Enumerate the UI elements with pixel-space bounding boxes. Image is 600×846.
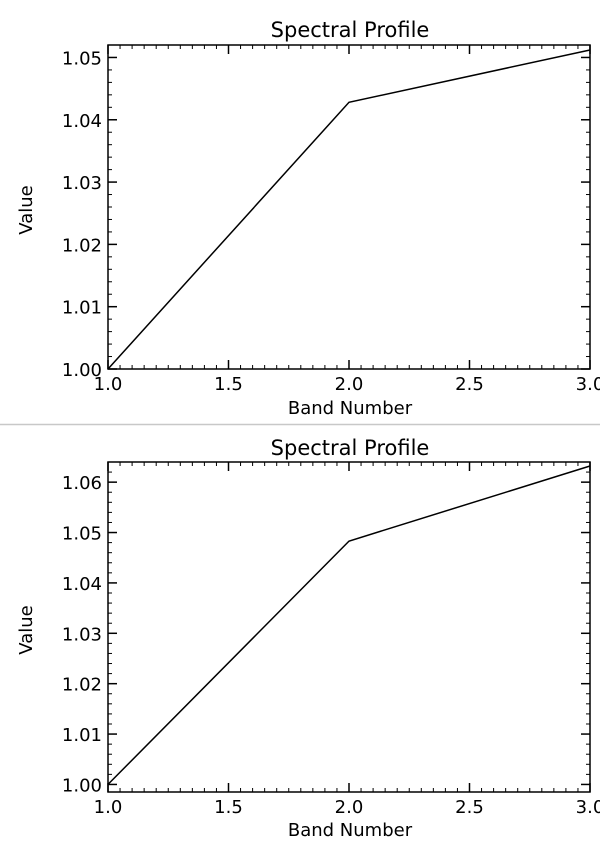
y-axis-label: Value <box>16 185 37 234</box>
series-line <box>107 49 591 370</box>
y-tick-label: 1.00 <box>62 775 102 796</box>
y-tick-labels: 1.00 1.01 1.02 1.03 1.04 1.05 <box>62 48 102 381</box>
x-axis-label: Band Number <box>288 820 413 841</box>
y-tick-label: 1.01 <box>62 725 102 746</box>
chart-1: Spectral Profile Band Number Value 1.0 1.… <box>16 18 600 419</box>
y-tick-label: 1.05 <box>62 48 102 69</box>
y-tick-labels: 1.00 1.01 1.02 1.03 1.04 1.05 1.06 <box>62 473 102 796</box>
y-tick-label: 1.03 <box>62 173 102 194</box>
x-tick-label: 1.5 <box>214 797 243 818</box>
x-tick-label: 3.0 <box>576 797 600 818</box>
x-tick-label: 2.0 <box>335 374 364 395</box>
y-tick-label: 1.00 <box>62 360 102 381</box>
x-tick-label: 1.0 <box>94 797 123 818</box>
chart-title: Spectral Profile <box>271 436 430 460</box>
y-tick-label: 1.04 <box>62 574 102 595</box>
y-tick-label: 1.01 <box>62 298 102 319</box>
x-tick-label: 3.0 <box>576 374 600 395</box>
y-tick-label: 1.06 <box>62 473 102 494</box>
x-tick-labels: 1.0 1.5 2.0 2.5 3.0 <box>94 374 600 395</box>
y-tick-label: 1.05 <box>62 524 102 545</box>
chart-title: Spectral Profile <box>271 18 430 42</box>
x-tick-label: 2.5 <box>455 797 484 818</box>
plot-frame <box>107 461 591 793</box>
x-tick-labels: 1.0 1.5 2.0 2.5 3.0 <box>94 797 600 818</box>
x-tick-label: 2.0 <box>335 797 364 818</box>
x-tick-label: 1.5 <box>214 374 243 395</box>
axis-ticks <box>107 45 591 370</box>
y-tick-label: 1.02 <box>62 235 102 256</box>
y-axis-label: Value <box>16 605 37 654</box>
y-tick-label: 1.04 <box>62 111 102 132</box>
axis-ticks <box>107 462 591 792</box>
plot-frame <box>107 44 591 370</box>
x-tick-label: 1.0 <box>94 374 123 395</box>
series-line <box>107 465 591 785</box>
chart-2: Spectral Profile Band Number Value 1.0 1.… <box>16 436 600 841</box>
y-tick-label: 1.03 <box>62 624 102 645</box>
x-tick-label: 2.5 <box>455 374 484 395</box>
y-tick-label: 1.02 <box>62 675 102 696</box>
x-axis-label: Band Number <box>288 398 413 419</box>
